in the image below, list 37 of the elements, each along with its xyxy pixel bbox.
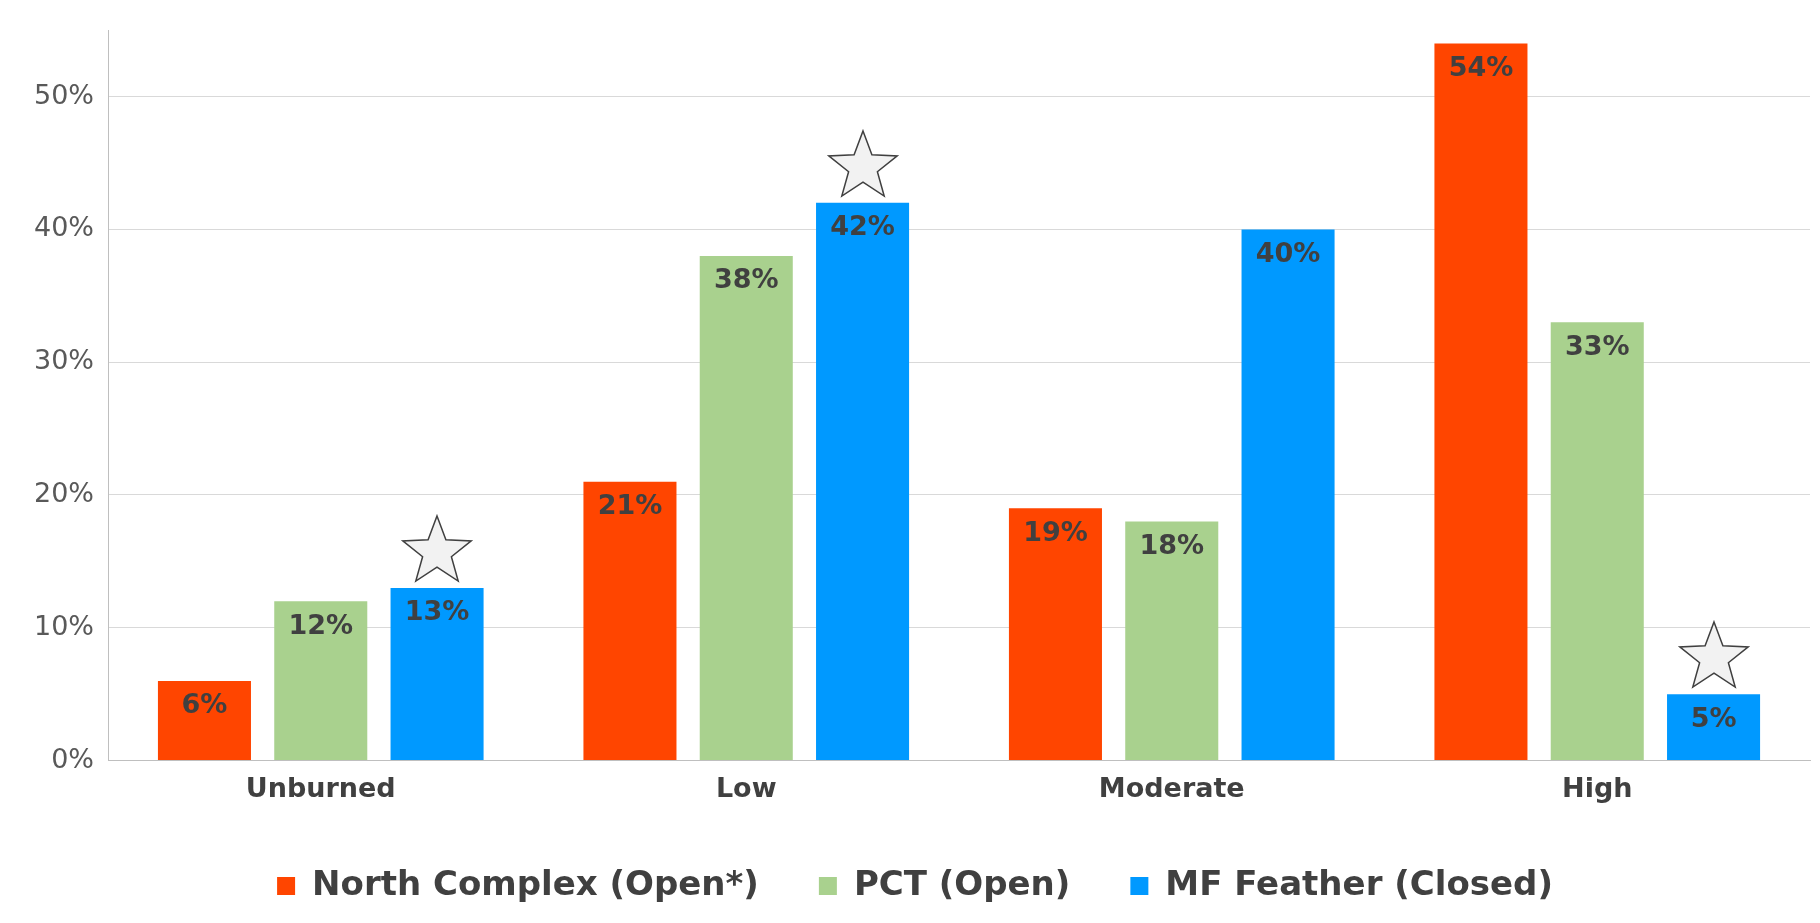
y-tick-label: 50% — [34, 78, 95, 110]
bar — [157, 680, 251, 761]
data-label: 5% — [1690, 701, 1737, 733]
data-label: 19% — [1023, 515, 1088, 547]
x-tick-label: Unburned — [245, 771, 396, 803]
bar — [1008, 508, 1102, 761]
bar — [1434, 43, 1528, 761]
bar — [1550, 322, 1644, 761]
data-label: 40% — [1255, 236, 1321, 268]
data-label: 42% — [830, 210, 895, 242]
x-tick-label: Moderate — [1098, 771, 1245, 803]
bar — [1125, 521, 1219, 761]
data-label: 21% — [597, 489, 663, 521]
data-label: 54% — [1448, 51, 1514, 82]
data-label: 12% — [288, 608, 354, 640]
y-tick-label: 0% — [51, 742, 95, 774]
data-label: 13% — [404, 595, 470, 627]
bar — [274, 601, 368, 761]
y-tick-label: 30% — [34, 344, 95, 376]
x-tick-label: High — [1562, 771, 1633, 803]
data-label: 6% — [181, 688, 228, 720]
bar — [816, 202, 910, 761]
data-label: 33% — [1564, 329, 1630, 361]
legend-label: PCT (Open) — [853, 862, 1071, 903]
y-tick-label: 10% — [34, 609, 95, 641]
x-tick-label: Low — [715, 771, 777, 803]
legend-label: North Complex (Open*) — [312, 862, 759, 903]
bar — [390, 587, 484, 761]
y-tick-label: 20% — [34, 477, 95, 509]
bar — [1667, 694, 1761, 761]
data-label: 18% — [1139, 529, 1205, 561]
legend-label: MF Feather (Closed) — [1165, 862, 1553, 903]
bar — [583, 481, 677, 761]
bar — [1241, 229, 1335, 761]
bar — [699, 255, 793, 761]
data-label: 38% — [713, 263, 779, 295]
y-tick-label: 40% — [34, 211, 95, 243]
